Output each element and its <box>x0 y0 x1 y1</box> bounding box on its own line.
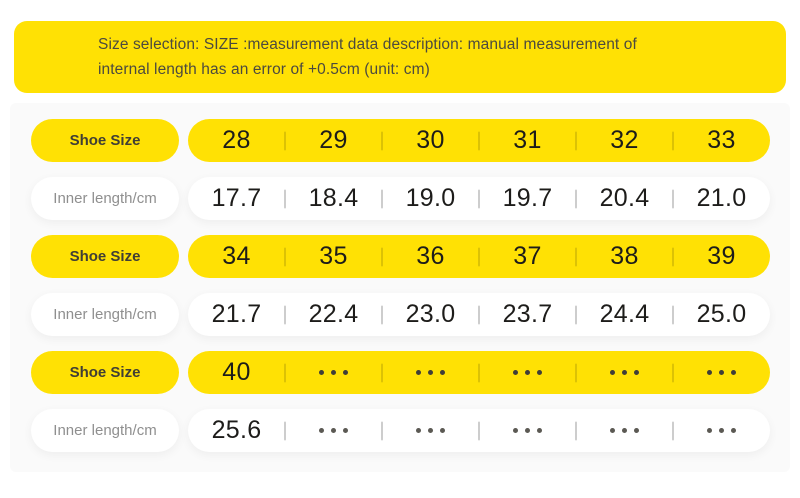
inner-length-value: 21.0 <box>673 177 770 220</box>
ellipsis-dot <box>416 428 421 433</box>
inner-length-value: 18.4 <box>285 177 382 220</box>
ellipsis-cell <box>479 351 576 394</box>
inner-length-label-pill: Inner length/cm <box>31 293 179 336</box>
inner-length-value: 20.4 <box>576 177 673 220</box>
ellipsis-dot <box>525 370 530 375</box>
shoe-size-value: 33 <box>673 119 770 162</box>
ellipsis-dot <box>634 428 639 433</box>
inner-length-values-bar: 17.7 18.4 19.0 19.7 20.4 21.0 <box>188 177 770 220</box>
shoe-size-label-pill: Shoe Size <box>31 235 179 278</box>
inner-length-value: 17.7 <box>211 184 262 212</box>
inner-length-value: 19.7 <box>479 177 576 220</box>
shoe-size-value: 32 <box>576 119 673 162</box>
inner-length-row: Inner length/cm 21.7 22.4 23.0 23.7 24.4 25.0 <box>0 293 800 336</box>
shoe-size-label-pill: Shoe Size <box>31 351 179 394</box>
ellipsis-dot <box>513 370 518 375</box>
ellipsis-dot <box>719 428 724 433</box>
ellipsis-dot <box>610 370 615 375</box>
shoe-size-value: 31 <box>479 119 576 162</box>
ellipsis-dot <box>731 428 736 433</box>
banner-text-line-1: Size selection: SIZE :measurement data d… <box>98 36 637 53</box>
ellipsis-cell <box>576 351 673 394</box>
inner-length-row: Inner length/cm 17.7 18.4 19.0 19.7 20.4 21.0 <box>0 177 800 220</box>
ellipsis-dot <box>537 428 542 433</box>
inner-length-label-pill: Inner length/cm <box>31 177 179 220</box>
inner-length-value: 19.0 <box>382 177 479 220</box>
shoe-size-value: 38 <box>576 235 673 278</box>
shoe-size-row: Shoe Size 40 <box>0 351 800 394</box>
ellipsis-cell <box>576 409 673 452</box>
ellipsis-cell <box>673 351 770 394</box>
ellipsis-cell <box>382 351 479 394</box>
shoe-size-values-bar: 34 35 36 37 38 39 <box>188 235 770 278</box>
shoe-size-value: 30 <box>382 119 479 162</box>
ellipsis-dot <box>428 428 433 433</box>
ellipsis-dot <box>331 428 336 433</box>
inner-length-value: 21.7 <box>211 300 262 328</box>
ellipsis-dot <box>440 370 445 375</box>
ellipsis-cell <box>382 409 479 452</box>
inner-length-value: 25.6 <box>211 416 262 444</box>
inner-length-values-bar: 25.6 <box>188 409 770 452</box>
shoe-size-values-bar: 28 29 30 31 32 33 <box>188 119 770 162</box>
inner-length-value: 23.0 <box>382 293 479 336</box>
inner-length-value: 24.4 <box>576 293 673 336</box>
ellipsis-dot <box>428 370 433 375</box>
ellipsis-dot <box>513 428 518 433</box>
shoe-size-value: 40 <box>222 358 251 386</box>
shoe-size-value: 36 <box>382 235 479 278</box>
inner-length-value: 23.7 <box>479 293 576 336</box>
banner-text-line-2: internal length has an error of +0.5cm (… <box>98 61 430 78</box>
shoe-size-value: 28 <box>222 126 251 154</box>
ellipsis-dot <box>319 428 324 433</box>
ellipsis-dot <box>537 370 542 375</box>
inner-length-value: 22.4 <box>285 293 382 336</box>
header-banner: Size selection: SIZE :measurement data d… <box>14 21 786 93</box>
ellipsis-dot <box>331 370 336 375</box>
ellipsis-dot <box>622 370 627 375</box>
shoe-size-value: 29 <box>285 119 382 162</box>
size-table: Shoe Size 28 29 30 31 32 33 Inner length/cm 17.7… <box>0 119 800 467</box>
ellipsis-dot <box>634 370 639 375</box>
ellipsis-dot <box>610 428 615 433</box>
shoe-size-label-pill: Shoe Size <box>31 119 179 162</box>
inner-length-values-bar: 21.7 22.4 23.0 23.7 24.4 25.0 <box>188 293 770 336</box>
ellipsis-cell <box>479 409 576 452</box>
shoe-size-row: Shoe Size 28 29 30 31 32 33 <box>0 119 800 162</box>
ellipsis-dot <box>707 428 712 433</box>
shoe-size-value: 37 <box>479 235 576 278</box>
ellipsis-dot <box>416 370 421 375</box>
shoe-size-value: 35 <box>285 235 382 278</box>
ellipsis-dot <box>319 370 324 375</box>
ellipsis-dot <box>731 370 736 375</box>
shoe-size-value: 39 <box>673 235 770 278</box>
shoe-size-row: Shoe Size 34 35 36 37 38 39 <box>0 235 800 278</box>
ellipsis-dot <box>622 428 627 433</box>
shoe-size-value: 34 <box>222 242 251 270</box>
ellipsis-dot <box>343 428 348 433</box>
inner-length-value: 25.0 <box>673 293 770 336</box>
ellipsis-dot <box>719 370 724 375</box>
ellipsis-dot <box>440 428 445 433</box>
ellipsis-dot <box>525 428 530 433</box>
ellipsis-cell <box>673 409 770 452</box>
inner-length-label-pill: Inner length/cm <box>31 409 179 452</box>
shoe-size-values-bar: 40 <box>188 351 770 394</box>
ellipsis-dot <box>343 370 348 375</box>
ellipsis-dot <box>707 370 712 375</box>
inner-length-row: Inner length/cm 25.6 <box>0 409 800 452</box>
ellipsis-cell <box>285 351 382 394</box>
ellipsis-cell <box>285 409 382 452</box>
